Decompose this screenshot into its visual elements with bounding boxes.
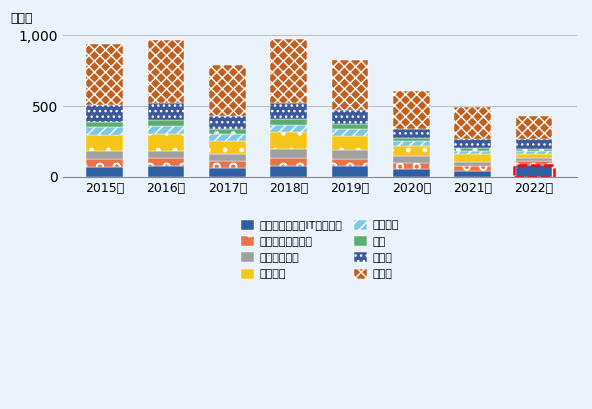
Bar	[454, 162, 491, 166]
Bar	[209, 154, 246, 161]
Bar	[454, 166, 491, 171]
Bar	[332, 136, 368, 150]
Bar	[271, 103, 307, 119]
Bar	[332, 129, 368, 136]
Bar	[454, 171, 491, 177]
Bar	[393, 141, 430, 146]
Bar	[147, 134, 185, 151]
Bar	[86, 106, 123, 122]
Bar	[209, 135, 246, 141]
Bar	[271, 119, 307, 124]
Bar	[516, 116, 552, 139]
Bar	[271, 148, 307, 158]
Bar	[454, 107, 491, 139]
Bar	[147, 40, 185, 103]
Bar	[516, 161, 552, 165]
Bar	[332, 124, 368, 129]
Bar	[209, 161, 246, 168]
Bar	[516, 158, 552, 161]
Bar	[147, 103, 185, 120]
Bar	[209, 141, 246, 154]
Bar	[393, 129, 430, 138]
Bar	[271, 132, 307, 148]
Bar	[393, 146, 430, 156]
Bar	[516, 139, 552, 148]
Bar	[393, 138, 430, 141]
Bar	[147, 151, 185, 158]
Bar	[147, 158, 185, 166]
Bar	[86, 167, 123, 177]
Bar	[86, 135, 123, 151]
Legend: ソフトウエア・ITサービス, ビジネスサービス, 金融サービス, 産業機器, 電子部品, 化学, 自動車, その他: ソフトウエア・ITサービス, ビジネスサービス, 金融サービス, 産業機器, 電…	[236, 215, 404, 284]
Bar	[393, 164, 430, 169]
Bar	[86, 151, 123, 159]
Bar	[209, 130, 246, 135]
Bar	[332, 110, 368, 124]
Bar	[332, 159, 368, 166]
Bar	[332, 60, 368, 110]
Bar	[454, 139, 491, 148]
Bar	[393, 90, 430, 129]
Bar	[332, 150, 368, 159]
Bar	[271, 124, 307, 132]
Bar	[86, 159, 123, 167]
Bar	[86, 44, 123, 106]
Bar	[271, 158, 307, 166]
Bar	[516, 148, 552, 151]
Bar	[516, 151, 552, 153]
Bar	[147, 166, 185, 177]
Bar	[147, 126, 185, 134]
Bar	[454, 154, 491, 162]
Bar	[209, 116, 246, 130]
Bar	[393, 169, 430, 177]
Bar	[516, 165, 552, 177]
Bar	[332, 166, 368, 177]
Bar	[454, 148, 491, 151]
Bar	[393, 156, 430, 164]
Y-axis label: （件）: （件）	[11, 12, 33, 25]
Bar	[271, 166, 307, 177]
Bar	[86, 122, 123, 127]
Bar	[209, 168, 246, 177]
Bar	[271, 39, 307, 103]
Bar	[147, 120, 185, 126]
Bar	[209, 65, 246, 116]
Bar	[86, 127, 123, 135]
Bar	[454, 151, 491, 154]
Bar	[516, 153, 552, 158]
